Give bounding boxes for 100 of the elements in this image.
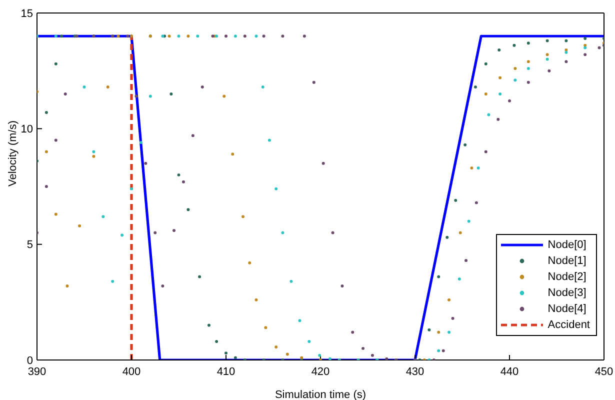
point	[177, 173, 180, 176]
point	[526, 80, 530, 84]
point	[116, 34, 120, 38]
x-tick-label: 420	[311, 366, 330, 378]
legend-label: Accident	[548, 319, 590, 331]
y-tick-label: 10	[20, 124, 33, 136]
point	[274, 346, 278, 349]
point	[111, 280, 114, 283]
point	[546, 53, 549, 56]
point	[186, 34, 190, 38]
point	[340, 284, 344, 288]
x-axis-title: Simulation time (s)	[274, 389, 366, 400]
point	[526, 60, 530, 64]
point	[106, 86, 110, 89]
point	[224, 34, 228, 38]
point	[546, 58, 549, 61]
point	[254, 298, 258, 302]
point	[200, 86, 204, 89]
point	[514, 67, 517, 70]
point	[64, 92, 67, 96]
point	[134, 94, 138, 98]
point	[564, 50, 568, 54]
point	[474, 201, 478, 204]
point	[243, 34, 246, 38]
x-tick-label: 400	[122, 366, 141, 378]
point	[170, 92, 173, 96]
point	[548, 69, 551, 72]
point	[437, 275, 440, 278]
point	[508, 99, 511, 102]
point	[498, 76, 502, 80]
point	[451, 316, 454, 320]
point	[564, 60, 568, 64]
point	[598, 46, 601, 50]
point	[222, 94, 226, 98]
x-tick-label: 390	[28, 366, 46, 378]
point	[308, 340, 311, 343]
point	[60, 34, 64, 38]
point	[102, 215, 105, 218]
point	[161, 284, 164, 288]
point	[281, 231, 284, 234]
y-tick-label: 15	[20, 8, 33, 20]
point	[120, 234, 124, 237]
point	[44, 185, 48, 188]
legend-label: Node[2]	[548, 271, 586, 283]
point	[300, 356, 304, 360]
point	[54, 212, 58, 216]
point	[331, 231, 334, 234]
point	[177, 34, 180, 38]
point	[318, 354, 322, 357]
point	[234, 356, 237, 360]
point	[54, 62, 58, 66]
point	[584, 46, 587, 50]
y-tick-label: 5	[26, 239, 33, 252]
y-axis-title: Velocity (m/s)	[6, 120, 19, 186]
point	[254, 34, 258, 38]
point	[234, 34, 237, 38]
point	[186, 208, 190, 212]
point	[82, 86, 86, 89]
x-tick-label: 410	[216, 366, 236, 378]
point	[458, 231, 462, 234]
point	[154, 231, 157, 234]
point	[44, 150, 48, 154]
legend-label: Node[1]	[548, 255, 586, 267]
legend-label: Node[0]	[548, 239, 586, 251]
point	[428, 328, 431, 332]
point	[470, 166, 474, 170]
point	[54, 138, 58, 142]
point	[484, 92, 488, 96]
point	[467, 220, 470, 223]
point	[290, 280, 293, 283]
point	[496, 118, 500, 121]
point	[564, 39, 568, 42]
point	[512, 44, 516, 47]
point	[286, 352, 289, 356]
point	[484, 150, 488, 154]
point	[351, 330, 354, 334]
point	[92, 154, 96, 158]
point	[385, 357, 388, 360]
point	[312, 80, 316, 84]
point	[224, 352, 228, 355]
point	[198, 275, 202, 278]
point	[264, 326, 268, 330]
point	[44, 110, 48, 114]
point	[231, 152, 234, 156]
point	[458, 278, 461, 281]
point	[370, 354, 374, 357]
point	[196, 34, 200, 38]
point	[446, 236, 449, 239]
x-tick-label: 440	[500, 366, 519, 378]
point	[281, 34, 284, 38]
point	[328, 357, 332, 360]
point	[172, 228, 176, 232]
point	[215, 340, 218, 343]
point	[476, 166, 480, 170]
legend-label: Node[3]	[548, 287, 586, 299]
point	[442, 349, 445, 352]
point	[148, 94, 152, 98]
point	[526, 67, 530, 70]
point	[454, 198, 458, 202]
point	[261, 86, 264, 89]
